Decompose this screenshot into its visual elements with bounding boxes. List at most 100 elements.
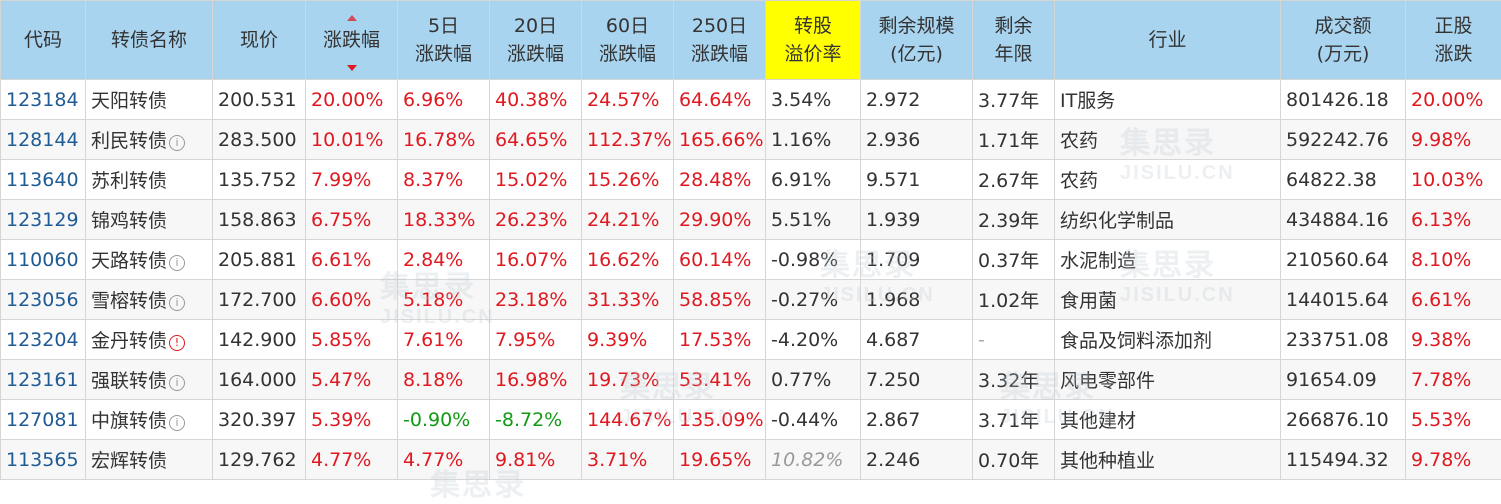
stock-change-cell-text: 9.38% xyxy=(1411,329,1471,351)
scale-cell: 4.687 xyxy=(861,320,973,360)
scale-cell-text: 2.867 xyxy=(866,409,920,431)
bond-name-text[interactable]: 天阳转债 xyxy=(91,90,167,112)
header-stock-change[interactable]: 正股涨跌 xyxy=(1406,1,1501,80)
header-20d-change[interactable]: 20日涨跌幅 xyxy=(490,1,582,80)
volume-cell-text: 233751.08 xyxy=(1286,329,1389,351)
change-250d-cell: 19.65% xyxy=(674,440,766,480)
header-conversion-premium[interactable]: 转股溢价率 xyxy=(766,1,861,80)
bond-code-link[interactable]: 123129 xyxy=(1,200,86,240)
bond-name-text[interactable]: 雪榕转债 xyxy=(91,290,167,312)
header-name[interactable]: 转债名称 xyxy=(86,1,213,80)
stock-change-cell: 10.03% xyxy=(1406,160,1501,200)
header-remaining-years[interactable]: 剩余年限 xyxy=(973,1,1055,80)
change-60d-cell-text: 24.57% xyxy=(587,89,659,111)
years-cell-text: 0.70年 xyxy=(978,450,1039,472)
volume-cell: 64822.38 xyxy=(1281,160,1406,200)
industry-cell: 风电零部件 xyxy=(1055,360,1281,400)
change-250d-cell: 64.64% xyxy=(674,80,766,120)
bond-code-link-text[interactable]: 123129 xyxy=(6,209,79,231)
change-5d-cell: 5.18% xyxy=(398,280,490,320)
bond-code-link[interactable]: 113640 xyxy=(1,160,86,200)
bond-code-link-text[interactable]: 123161 xyxy=(6,369,79,391)
scale-cell-text: 1.968 xyxy=(866,289,920,311)
bond-code-link[interactable]: 113565 xyxy=(1,440,86,480)
change-cell: 4.77% xyxy=(306,440,398,480)
bond-name[interactable]: 锦鸡转债 xyxy=(86,200,213,240)
bond-name-text[interactable]: 宏辉转债 xyxy=(91,450,167,472)
bond-name-text[interactable]: 强联转债 xyxy=(91,370,167,392)
price-cell: 158.863 xyxy=(213,200,306,240)
change-5d-cell-text: 4.77% xyxy=(403,449,463,471)
bond-name-text[interactable]: 金丹转债 xyxy=(91,330,167,352)
bond-name[interactable]: 金丹转债! xyxy=(86,320,213,360)
bond-code-link-text[interactable]: 123056 xyxy=(6,289,79,311)
info-circle-icon[interactable]: i xyxy=(169,375,185,391)
bond-code-link-text[interactable]: 128144 xyxy=(6,129,79,151)
years-cell: 3.32年 xyxy=(973,360,1055,400)
info-circle-icon[interactable]: i xyxy=(169,415,185,431)
change-60d-cell-text: 24.21% xyxy=(587,209,659,231)
bond-name-text[interactable]: 苏利转债 xyxy=(91,170,167,192)
bond-code-link-text[interactable]: 113640 xyxy=(6,169,79,191)
industry-cell-text: 食品及饲料添加剂 xyxy=(1060,330,1212,352)
change-cell-text: 6.61% xyxy=(311,249,371,271)
years-cell-text: 2.67年 xyxy=(978,170,1039,192)
bond-code-link[interactable]: 123161 xyxy=(1,360,86,400)
bond-name[interactable]: 苏利转债 xyxy=(86,160,213,200)
bond-code-link-text[interactable]: 123204 xyxy=(6,329,79,351)
industry-cell-text: 水泥制造 xyxy=(1060,250,1136,272)
bond-code-link[interactable]: 128144 xyxy=(1,120,86,160)
change-250d-cell-text: 19.65% xyxy=(679,449,751,471)
bond-code-link[interactable]: 123184 xyxy=(1,80,86,120)
info-circle-icon[interactable]: i xyxy=(169,135,185,151)
bond-code-link-text[interactable]: 127081 xyxy=(6,409,79,431)
info-circle-icon[interactable]: i xyxy=(169,295,185,311)
change-5d-cell-text: 8.37% xyxy=(403,169,463,191)
bond-code-link-text[interactable]: 110060 xyxy=(6,249,79,271)
alert-circle-icon[interactable]: ! xyxy=(169,335,185,351)
bond-name-text[interactable]: 锦鸡转债 xyxy=(91,210,167,232)
bond-name-text[interactable]: 中旗转债 xyxy=(91,410,167,432)
bond-code-link[interactable]: 123204 xyxy=(1,320,86,360)
bond-name[interactable]: 天阳转债 xyxy=(86,80,213,120)
bond-name[interactable]: 宏辉转债 xyxy=(86,440,213,480)
change-20d-cell: 16.98% xyxy=(490,360,582,400)
header-change[interactable]: 涨跌幅 xyxy=(306,1,398,80)
header-5d-change[interactable]: 5日涨跌幅 xyxy=(398,1,490,80)
bond-code-link-text[interactable]: 123184 xyxy=(6,89,79,111)
bond-code-link[interactable]: 110060 xyxy=(1,240,86,280)
header-remaining-scale[interactable]: 剩余规模(亿元) xyxy=(861,1,973,80)
header-volume[interactable]: 成交额(万元) xyxy=(1281,1,1406,80)
years-cell: 1.02年 xyxy=(973,280,1055,320)
bond-name-text[interactable]: 天路转债 xyxy=(91,250,167,272)
header-60d-change[interactable]: 60日涨跌幅 xyxy=(582,1,674,80)
header-industry[interactable]: 行业 xyxy=(1055,1,1281,80)
bond-name-text[interactable]: 利民转债 xyxy=(91,130,167,152)
header-code[interactable]: 代码 xyxy=(1,1,86,80)
info-circle-icon[interactable]: i xyxy=(169,255,185,271)
bond-code-link[interactable]: 127081 xyxy=(1,400,86,440)
change-5d-cell-text: 2.84% xyxy=(403,249,463,271)
premium-cell-text: 0.77% xyxy=(771,369,831,391)
bond-code-link[interactable]: 123056 xyxy=(1,280,86,320)
header-price[interactable]: 现价 xyxy=(213,1,306,80)
years-cell: 0.70年 xyxy=(973,440,1055,480)
bond-code-link-text[interactable]: 113565 xyxy=(6,449,79,471)
header-250d-change[interactable]: 250日涨跌幅 xyxy=(674,1,766,80)
scale-cell-text: 1.939 xyxy=(866,209,920,231)
